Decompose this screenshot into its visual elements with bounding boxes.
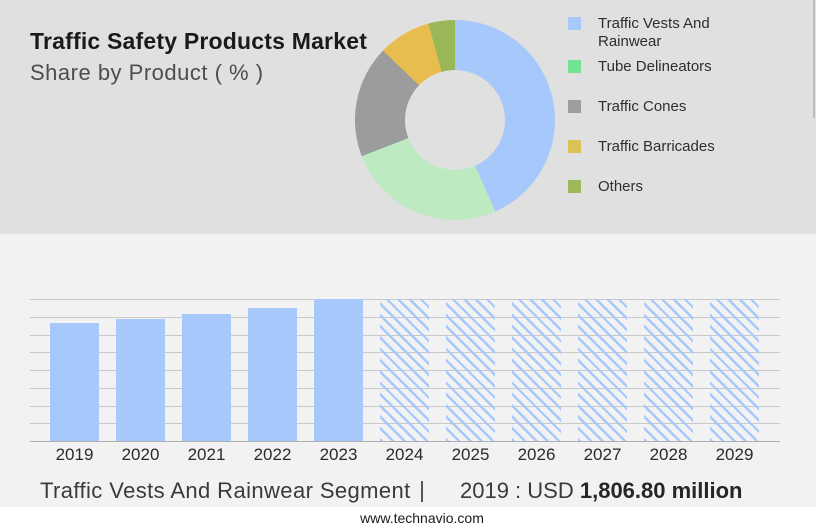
right-edge-line: [813, 0, 815, 118]
bar-2020: [116, 318, 165, 441]
legend-swatch-icon: [568, 180, 581, 193]
bar-label-2021: 2021: [187, 445, 226, 464]
legend-item-traffic-vests-and-rainwear: Traffic Vests And Rainwear: [568, 15, 758, 51]
bar-label-2020: 2020: [121, 445, 160, 464]
legend-swatch-icon: [568, 100, 581, 113]
caption-separator: [421, 481, 423, 502]
forecast-bar-2028: [644, 299, 693, 441]
bar-label-2026: 2026: [517, 445, 556, 464]
page-subtitle: Share by Product ( % ): [30, 60, 264, 85]
legend-label: Traffic Vests And Rainwear: [598, 15, 710, 50]
segment-value-amount: 1,806.80 million: [579, 478, 743, 503]
x-axis-baseline: [30, 441, 780, 442]
forecast-bar-2027: [578, 299, 627, 441]
bar-label-2028: 2028: [649, 445, 688, 464]
legend-label: Tube Delineators: [598, 58, 712, 75]
legend-item-tube-delineators: Tube Delineators: [568, 58, 758, 76]
segment-caption: Traffic Vests And Rainwear Segment: [40, 478, 411, 503]
technavio-link[interactable]: www.technavio.com: [360, 509, 484, 526]
page-title: Traffic Safety Products Market: [30, 28, 368, 54]
bar-label-2023: 2023: [319, 445, 358, 464]
legend-label: Traffic Cones: [598, 98, 687, 115]
bar-2021: [182, 313, 231, 441]
bar-2022: [248, 307, 297, 441]
legend-item-others: Others: [568, 178, 758, 196]
segment-value: 2019 : USD 1,806.80 million: [460, 478, 743, 504]
bar-2019: [50, 323, 99, 441]
bar-label-2029: 2029: [715, 445, 754, 464]
legend-swatch-icon: [568, 60, 581, 73]
header-panel: Traffic Safety Products Market Share by …: [0, 0, 816, 234]
bar-label-2024: 2024: [385, 445, 424, 464]
bar-chart-panel: 2019 2020 2021 2022 2023 2024 2025 2026 2027 2028…: [0, 234, 816, 507]
legend-label: Traffic Barricades: [598, 138, 715, 155]
forecast-bar-2025: [446, 299, 495, 441]
legend-item-traffic-barricades: Traffic Barricades: [568, 138, 758, 156]
legend-swatch-icon: [568, 140, 581, 153]
forecast-bar-2026: [512, 299, 561, 441]
bar-label-2025: 2025: [451, 445, 490, 464]
footer-bar: www.technavio.com: [0, 507, 816, 528]
forecast-bar-2029: [710, 299, 759, 441]
bar-label-2027: 2027: [583, 445, 622, 464]
donut-hole: [405, 70, 505, 170]
bar-label-2022: 2022: [253, 445, 292, 464]
product-share-donut-chart: [355, 20, 555, 220]
legend-swatch-icon: [568, 17, 581, 30]
segment-value-prefix: 2019 : USD: [460, 478, 574, 503]
bar-label-2019: 2019: [55, 445, 94, 464]
forecast-bar-2024: [380, 299, 429, 441]
legend-item-traffic-cones: Traffic Cones: [568, 98, 758, 116]
legend-label: Others: [598, 178, 644, 195]
bar-2023: [314, 299, 363, 441]
